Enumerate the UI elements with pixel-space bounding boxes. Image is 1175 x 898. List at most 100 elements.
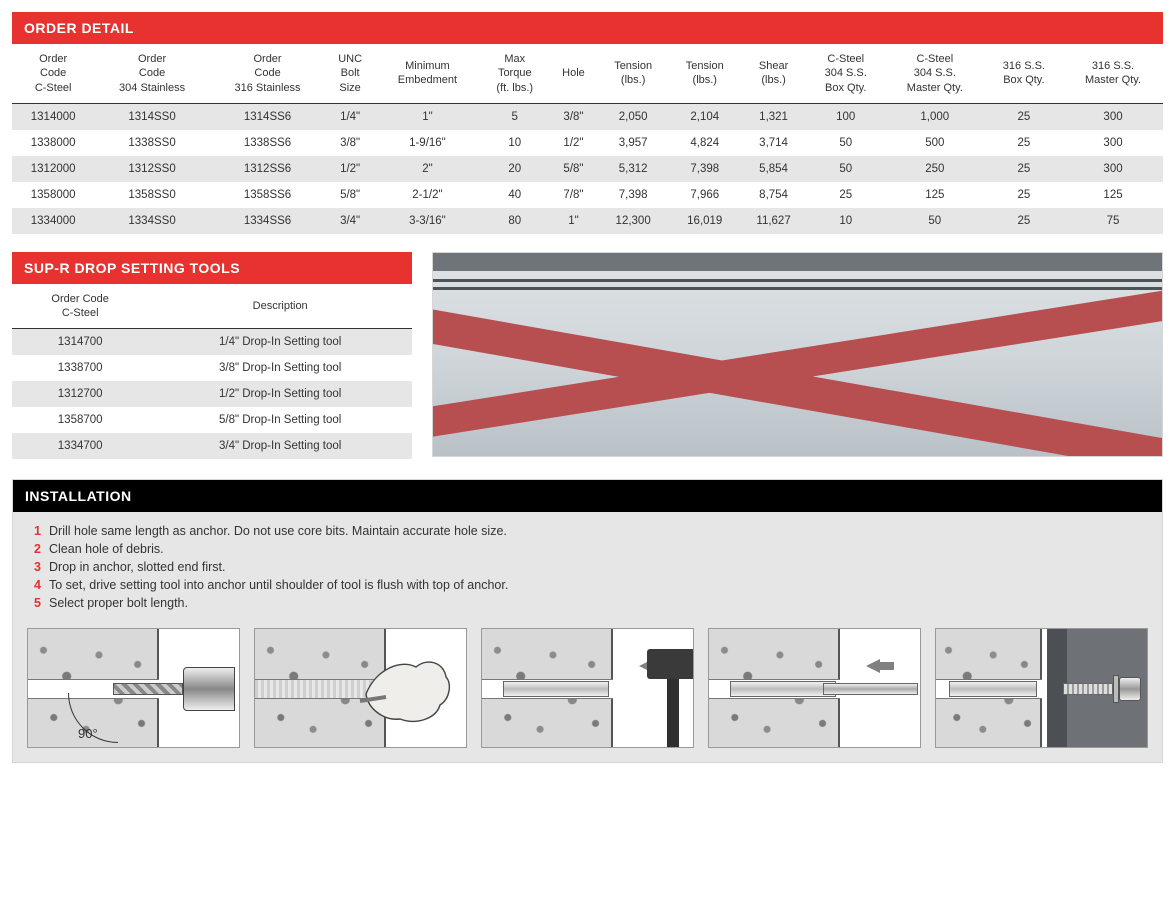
table-cell: 50 (885, 208, 985, 234)
table-cell: 1312000 (12, 156, 94, 182)
tools-col-header: Order CodeC-Steel (12, 284, 148, 329)
table-cell: 250 (885, 156, 985, 182)
install-step-number: 2 (29, 542, 41, 556)
install-step: 4 To set, drive setting tool into anchor … (29, 578, 1146, 592)
bolt-assembly-icon (1071, 675, 1141, 703)
table-cell: 1314000 (12, 103, 94, 130)
table-cell: 7,966 (669, 182, 741, 208)
table-cell: 12,300 (597, 208, 669, 234)
table-cell: 25 (807, 182, 885, 208)
install-step: 5 Select proper bolt length. (29, 596, 1146, 610)
install-step-text: To set, drive setting tool into anchor u… (49, 578, 508, 592)
table-row: 13580001358SS01358SS65/8"2-1/2"407/8"7,3… (12, 182, 1163, 208)
table-cell: 1312SS0 (94, 156, 209, 182)
install-step: 3Drop in anchor, slotted end first. (29, 560, 1146, 574)
table-cell: 1334000 (12, 208, 94, 234)
hand-icon (356, 649, 456, 729)
table-row: 13587005/8" Drop-In Setting tool (12, 407, 412, 433)
table-cell: 3/4" Drop-In Setting tool (148, 433, 412, 459)
table-cell: 8,754 (741, 182, 807, 208)
table-cell: 25 (985, 182, 1063, 208)
order-col-header: Hole (550, 44, 598, 103)
table-cell: 1" (375, 103, 480, 130)
product-photo (432, 252, 1163, 457)
order-detail-table: OrderCodeC-SteelOrderCode304 StainlessOr… (12, 44, 1163, 234)
table-cell: 2-1/2" (375, 182, 480, 208)
table-cell: 1314SS0 (94, 103, 209, 130)
table-cell: 1358SS6 (210, 182, 325, 208)
order-col-header: OrderCode304 Stainless (94, 44, 209, 103)
table-cell: 1338SS0 (94, 130, 209, 156)
table-cell: 50 (807, 130, 885, 156)
table-cell: 1312700 (12, 381, 148, 407)
table-cell: 5/8" (550, 156, 598, 182)
table-cell: 16,019 (669, 208, 741, 234)
table-cell: 1" (550, 208, 598, 234)
table-cell: 300 (1063, 156, 1163, 182)
tools-header: SUP-R DROP SETTING TOOLS (12, 252, 412, 284)
table-cell: 1314700 (12, 329, 148, 356)
table-cell: 5/8" (325, 182, 375, 208)
table-cell: 1338000 (12, 130, 94, 156)
table-cell: 25 (985, 103, 1063, 130)
table-cell: 125 (885, 182, 985, 208)
install-step: 2Clean hole of debris. (29, 542, 1146, 556)
table-cell: 1334SS0 (94, 208, 209, 234)
table-cell: 11,627 (741, 208, 807, 234)
table-cell: 20 (480, 156, 550, 182)
table-row: 13387003/8" Drop-In Setting tool (12, 355, 412, 381)
table-cell: 3/8" Drop-In Setting tool (148, 355, 412, 381)
install-diagram-4 (708, 628, 921, 748)
table-cell: 1358SS0 (94, 182, 209, 208)
install-step-number: 3 (29, 560, 41, 574)
table-cell: 1/4" Drop-In Setting tool (148, 329, 412, 356)
installation-header: INSTALLATION (13, 480, 1162, 512)
table-cell: 50 (807, 156, 885, 182)
order-col-header: Tension(lbs.) (597, 44, 669, 103)
table-row: 13147001/4" Drop-In Setting tool (12, 329, 412, 356)
table-cell: 500 (885, 130, 985, 156)
order-col-header: 316 S.S.Master Qty. (1063, 44, 1163, 103)
table-cell: 7,398 (597, 182, 669, 208)
table-cell: 1/2" Drop-In Setting tool (148, 381, 412, 407)
table-cell: 5/8" Drop-In Setting tool (148, 407, 412, 433)
table-row: 13127001/2" Drop-In Setting tool (12, 381, 412, 407)
table-cell: 7/8" (550, 182, 598, 208)
table-cell: 1338SS6 (210, 130, 325, 156)
table-cell: 125 (1063, 182, 1163, 208)
table-cell: 25 (985, 130, 1063, 156)
table-row: 13347003/4" Drop-In Setting tool (12, 433, 412, 459)
install-diagram-1: 90° (27, 628, 240, 748)
table-cell: 3,714 (741, 130, 807, 156)
order-col-header: OrderCodeC-Steel (12, 44, 94, 103)
order-col-header: Tension(lbs.) (669, 44, 741, 103)
table-cell: 7,398 (669, 156, 741, 182)
table-cell: 2,104 (669, 103, 741, 130)
table-cell: 1358700 (12, 407, 148, 433)
order-col-header: MinimumEmbedment (375, 44, 480, 103)
table-cell: 2,050 (597, 103, 669, 130)
table-cell: 25 (985, 156, 1063, 182)
table-cell: 1358000 (12, 182, 94, 208)
table-cell: 300 (1063, 130, 1163, 156)
install-step-text: Drill hole same length as anchor. Do not… (49, 524, 507, 538)
table-cell: 3/8" (325, 130, 375, 156)
table-cell: 80 (480, 208, 550, 234)
table-cell: 100 (807, 103, 885, 130)
table-cell: 75 (1063, 208, 1163, 234)
install-step-number: 5 (29, 596, 41, 610)
table-cell: 10 (480, 130, 550, 156)
table-row: 13140001314SS01314SS61/4"1"53/8"2,0502,1… (12, 103, 1163, 130)
angle-label: 90° (78, 726, 98, 741)
install-step-number: 4 (29, 578, 41, 592)
install-step: 1Drill hole same length as anchor. Do no… (29, 524, 1146, 538)
install-step-text: Select proper bolt length. (49, 596, 188, 610)
table-cell: 1,000 (885, 103, 985, 130)
table-cell: 2" (375, 156, 480, 182)
table-row: 13340001334SS01334SS63/4"3-3/16"801"12,3… (12, 208, 1163, 234)
table-cell: 25 (985, 208, 1063, 234)
table-cell: 5,854 (741, 156, 807, 182)
arrow-left-icon (866, 659, 880, 673)
order-col-header: OrderCode316 Stainless (210, 44, 325, 103)
table-cell: 1/2" (550, 130, 598, 156)
